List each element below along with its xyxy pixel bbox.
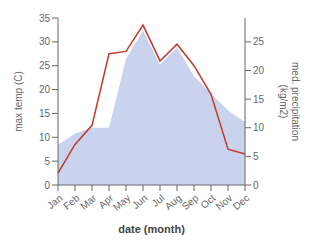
svg-text:5: 5 (253, 151, 259, 162)
svg-text:max temp (C): max temp (C) (13, 71, 24, 132)
svg-text:20: 20 (253, 65, 265, 76)
svg-text:Jan: Jan (45, 192, 64, 211)
svg-text:Jun: Jun (130, 192, 149, 211)
svg-text:Jul: Jul (149, 192, 167, 209)
svg-text:5: 5 (44, 156, 50, 167)
svg-text:Feb: Feb (61, 192, 82, 212)
svg-text:25: 25 (39, 60, 51, 71)
svg-text:Mar: Mar (78, 192, 99, 212)
svg-text:Sep: Sep (179, 192, 201, 213)
svg-text:Apr: Apr (96, 192, 116, 211)
svg-text:Aug: Aug (162, 192, 184, 213)
svg-text:date (month): date (month) (118, 223, 185, 235)
svg-text:med. precipitation(kg/m2): med. precipitation(kg/m2) (278, 62, 301, 141)
svg-text:25: 25 (253, 36, 265, 47)
svg-text:10: 10 (253, 122, 265, 133)
svg-text:Dec: Dec (231, 192, 252, 212)
svg-text:0: 0 (44, 180, 50, 191)
svg-text:10: 10 (39, 132, 51, 143)
svg-text:Nov: Nov (213, 192, 235, 213)
svg-text:15: 15 (253, 94, 265, 105)
svg-text:May: May (110, 192, 133, 213)
svg-text:Oct: Oct (198, 192, 217, 211)
svg-text:20: 20 (39, 84, 51, 95)
svg-text:30: 30 (39, 36, 51, 47)
svg-text:0: 0 (253, 180, 259, 191)
svg-text:35: 35 (39, 13, 51, 24)
svg-text:15: 15 (39, 108, 51, 119)
